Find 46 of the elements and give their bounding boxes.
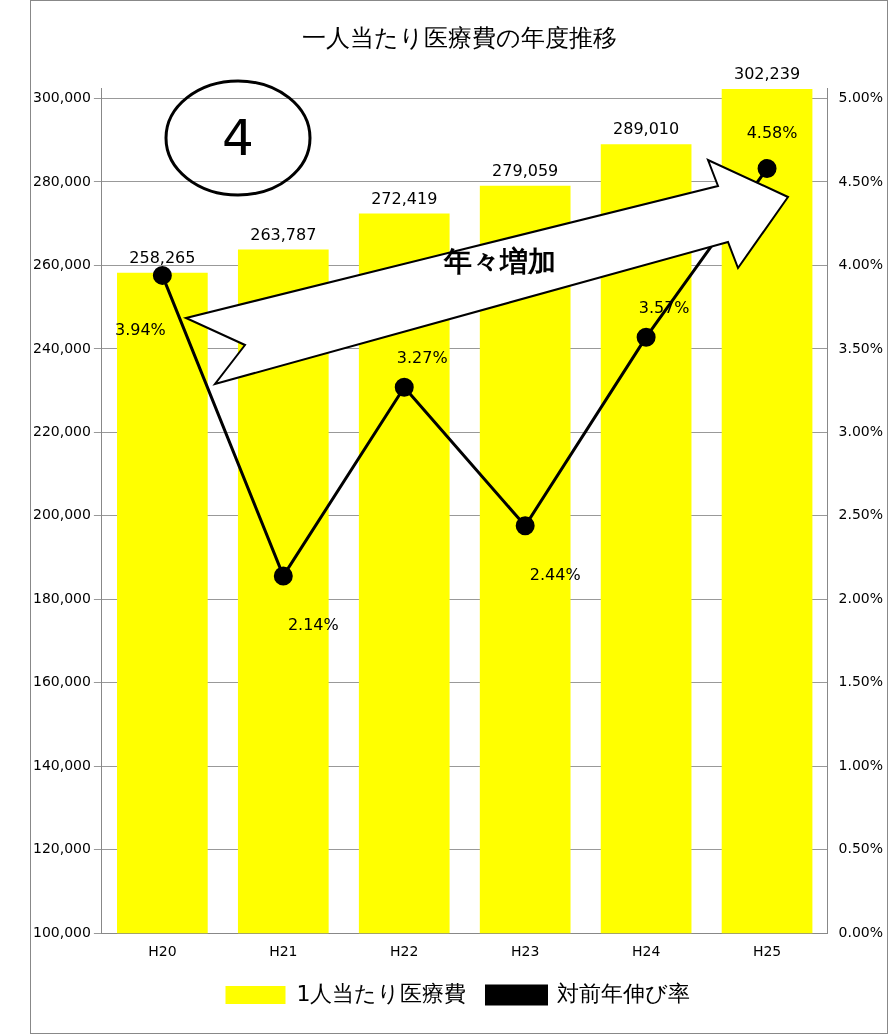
y-tick-label: 100,000 [32,923,91,940]
y-tick-label: 240,000 [32,339,91,356]
y-tick-label: 260,000 [32,256,91,273]
data-label: 279,059 [492,160,559,180]
y2-tick-label: 2.50% [838,506,884,523]
y2-tick-label: 1.50% [838,673,884,690]
chart-title: 一人当たり医療費の年度推移 [300,23,618,54]
legend-label: 1人当たり医療費 [296,980,467,1006]
x-tick-label: H24 [631,943,661,960]
y2-tick-label: 0.50% [838,840,884,857]
x-tick-label: H25 [752,943,782,960]
y2-tick-label: 2.00% [838,589,884,606]
y-tick-label: 300,000 [32,89,91,106]
y-tick-label: 200,000 [32,506,91,523]
y2-tick-label: 4.00% [838,256,884,273]
y2-tick-label: 5.00% [838,89,884,106]
y2-tick-label: 3.00% [838,422,884,439]
data-label: 302,239 [733,64,801,84]
x-tick-label: H22 [390,943,419,960]
annotation: 年々増加 [442,244,557,280]
point [636,327,656,347]
x-tick-label: H20 [148,943,177,960]
point [515,516,535,536]
data-label: 289,010 [613,119,680,139]
y2-tick-label: 1.00% [838,756,884,773]
y-tick-label: 220,000 [32,422,91,439]
y-tick-label: 120,000 [32,840,91,857]
y-tick-label: 280,000 [32,172,91,189]
y2-tick-label: 3.50% [838,339,884,356]
y-tick-label: 140,000 [32,756,91,773]
data-label: 258,265 [129,247,196,267]
point [273,566,293,586]
point [152,265,172,285]
legend-label: 対前年伸び率 [557,980,691,1006]
x-tick-label: H23 [511,943,540,960]
y2-tick-label: 0.00% [838,923,884,940]
data-label: 3.27% [396,348,448,368]
y-tick-label: 180,000 [32,589,91,606]
point [757,159,777,179]
data-label: 4.58% [746,122,798,142]
x-tick-label: H21 [269,943,298,960]
data-label: 272,419 [371,188,438,208]
point [394,377,414,397]
data-label: 263,787 [250,224,317,244]
y-tick-label: 160,000 [32,673,91,690]
y2-tick-label: 4.50% [838,172,884,189]
